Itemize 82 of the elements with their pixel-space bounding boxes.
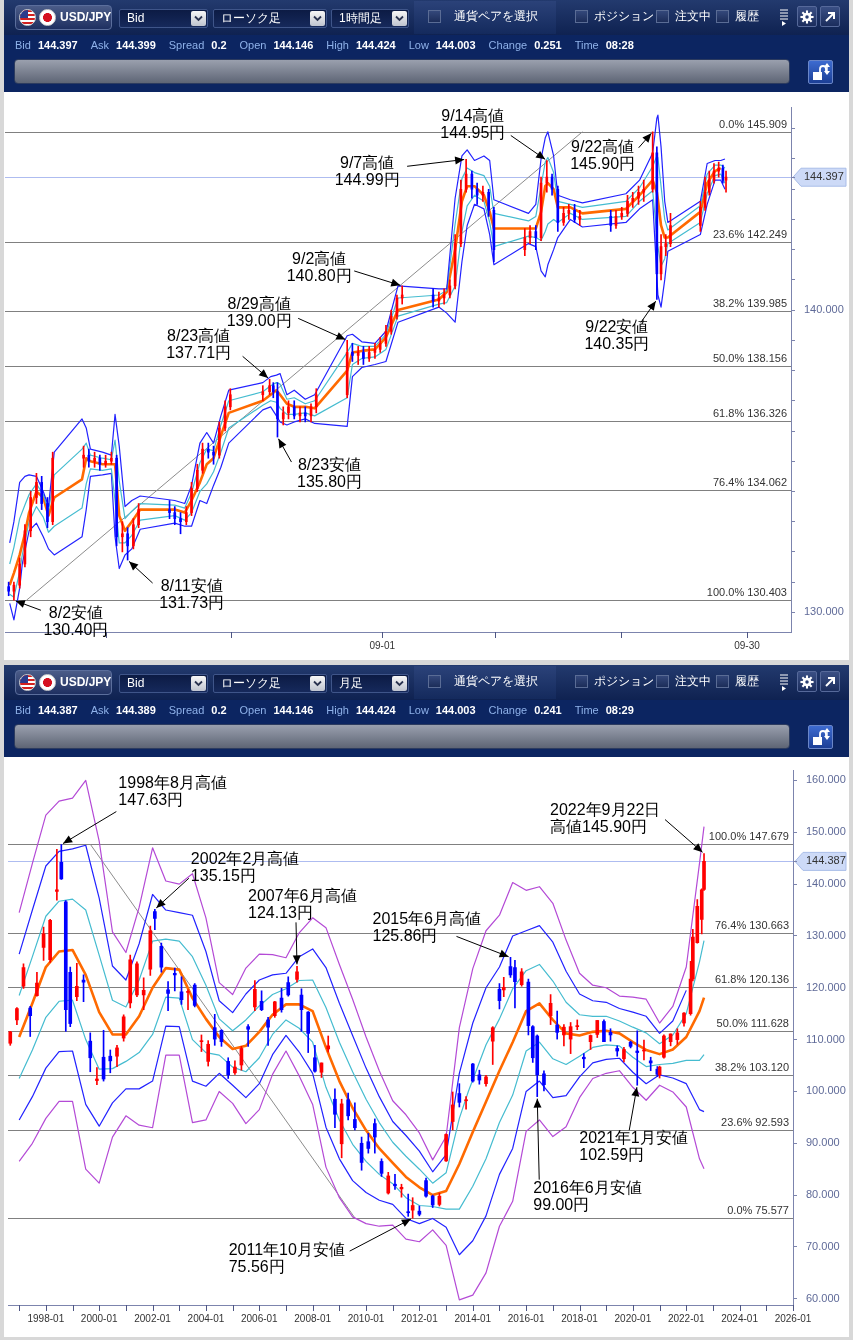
- y-tick-label: 60.000: [806, 1291, 840, 1304]
- text: Bid: [127, 676, 145, 690]
- ref-line-label: 50.0% 138.156: [712, 352, 787, 365]
- annotation: 2021年1月安値 102.59円: [579, 1129, 688, 1164]
- text: 月足: [339, 676, 363, 690]
- text: ローソク足: [221, 11, 281, 25]
- text: ポジション: [594, 8, 654, 25]
- ref-line-label: 0.0% 145.909: [719, 118, 787, 131]
- text: USD/JPY: [60, 674, 112, 691]
- text: 注文中: [675, 8, 711, 25]
- text: ローソク足: [221, 676, 281, 690]
- ref-line-label: 76.4% 134.062: [712, 476, 787, 489]
- annotation: 9/7高値 144.99円: [334, 154, 400, 189]
- x-tick-label: 09-01: [369, 639, 396, 651]
- annotation: 2011年10月安値 75.56円: [228, 1241, 345, 1276]
- text: 通貨ペアを選択: [454, 673, 538, 690]
- x-tick-label: 2022-01: [667, 1312, 706, 1324]
- text: Bid: [127, 11, 145, 25]
- y-tick-label: 90.000: [806, 1136, 840, 1149]
- x-tick-label: 2002-01: [134, 1312, 172, 1324]
- y-tick-label: 110.000: [806, 1032, 845, 1045]
- annotation: 1998年8月高値 147.63円: [118, 774, 227, 809]
- annotation: 2015年6月高値 125.86円: [372, 910, 481, 945]
- ref-line-label: 50.0% 111.628: [716, 1017, 789, 1030]
- x-tick-label: 09-30: [734, 639, 761, 651]
- ref-line-label: 61.8% 136.326: [712, 407, 787, 420]
- ref-line-label: 100.0% 147.679: [708, 830, 789, 843]
- annotation: 9/14高値 144.95円: [440, 107, 506, 142]
- ref-line-label: 23.6% 92.593: [721, 1116, 789, 1129]
- x-tick-label: 2012-01: [401, 1312, 439, 1324]
- x-tick-label: 2000-01: [80, 1312, 118, 1324]
- x-tick-label: 1998-01: [27, 1312, 65, 1324]
- annotation: 2022年9月22日高値145.90円: [550, 801, 661, 836]
- y-tick-label: 150.000: [806, 825, 846, 838]
- annotation: 2016年6月安値 99.00円: [533, 1178, 642, 1213]
- annotation: 8/11安値 131.73円: [159, 576, 225, 611]
- text: 注文中: [675, 673, 711, 690]
- x-tick-label: 2024-01: [721, 1312, 759, 1324]
- y-tick-label: 144.387: [806, 854, 846, 867]
- annotation: 8/23高値 137.71円: [166, 327, 232, 362]
- x-tick-label: 2018-01: [561, 1312, 599, 1324]
- text: ポジション: [594, 673, 654, 690]
- x-tick-label: 2004-01: [187, 1312, 225, 1324]
- annotation: 8/23安値 135.80円: [297, 455, 362, 490]
- y-tick-label: 144.397: [804, 170, 844, 183]
- ref-line-label: 0.0% 75.577: [727, 1204, 789, 1217]
- text: 1時間足: [339, 11, 382, 25]
- annotation: 2007年6月高値 124.13円: [248, 887, 357, 922]
- ref-line-label: 100.0% 130.403: [706, 586, 787, 599]
- x-tick-label: 2026-01: [774, 1312, 812, 1324]
- annotation: 9/22高値 145.90円: [570, 137, 636, 172]
- ref-line-label: 23.6% 142.249: [712, 228, 787, 241]
- x-tick-label: 2008-01: [294, 1312, 332, 1324]
- ref-line-label: 76.4% 130.663: [714, 919, 789, 932]
- x-tick-label: 2010-01: [347, 1312, 385, 1324]
- ref-line-label: 61.8% 120.136: [714, 973, 789, 986]
- annotation: 9/2高値 140.80円: [286, 249, 352, 284]
- text: Bid 144.387 Ask 144.389 Spread 0.2 Open 144.146 High 144.424 Low 144.003 Change 0.241 Time 08:29: [15, 704, 634, 716]
- y-tick-label: 160.000: [806, 773, 846, 786]
- annotation: 9/22安値 140.35円: [584, 318, 650, 353]
- y-tick-label: 70.000: [806, 1239, 840, 1252]
- x-tick-label: 2020-01: [614, 1312, 652, 1324]
- x-tick-label: 2006-01: [240, 1312, 279, 1324]
- y-tick-label: 100.000: [806, 1084, 846, 1097]
- y-tick-label: 130.000: [806, 928, 846, 941]
- y-tick-label: 80.000: [806, 1188, 840, 1201]
- y-tick-label: 140.000: [806, 877, 846, 890]
- annotation: 8/2安値 130.40円: [43, 604, 109, 639]
- annotation: 2002年2月高値 135.15円: [190, 850, 300, 885]
- ref-line-label: 38.2% 139.985: [712, 297, 787, 310]
- text: Bid 144.397 Ask 144.399 Spread 0.2 Open 144.146 High 144.424 Low 144.003 Change 0.251 Time 08:28: [15, 39, 634, 51]
- y-tick-label: 120.000: [806, 980, 846, 993]
- x-tick-label: 2014-01: [454, 1312, 492, 1324]
- text: 履歴: [735, 673, 759, 690]
- text: 履歴: [735, 8, 759, 25]
- x-tick-label: 2016-01: [507, 1312, 545, 1324]
- ref-line-label: 38.2% 103.120: [714, 1061, 789, 1074]
- text: 通貨ペアを選択: [454, 8, 538, 25]
- y-tick-label: 140.000: [804, 303, 844, 316]
- text: USD/JPY: [60, 9, 112, 26]
- y-tick-label: 130.000: [804, 605, 844, 618]
- annotation: 8/29高値 139.00円: [226, 295, 292, 330]
